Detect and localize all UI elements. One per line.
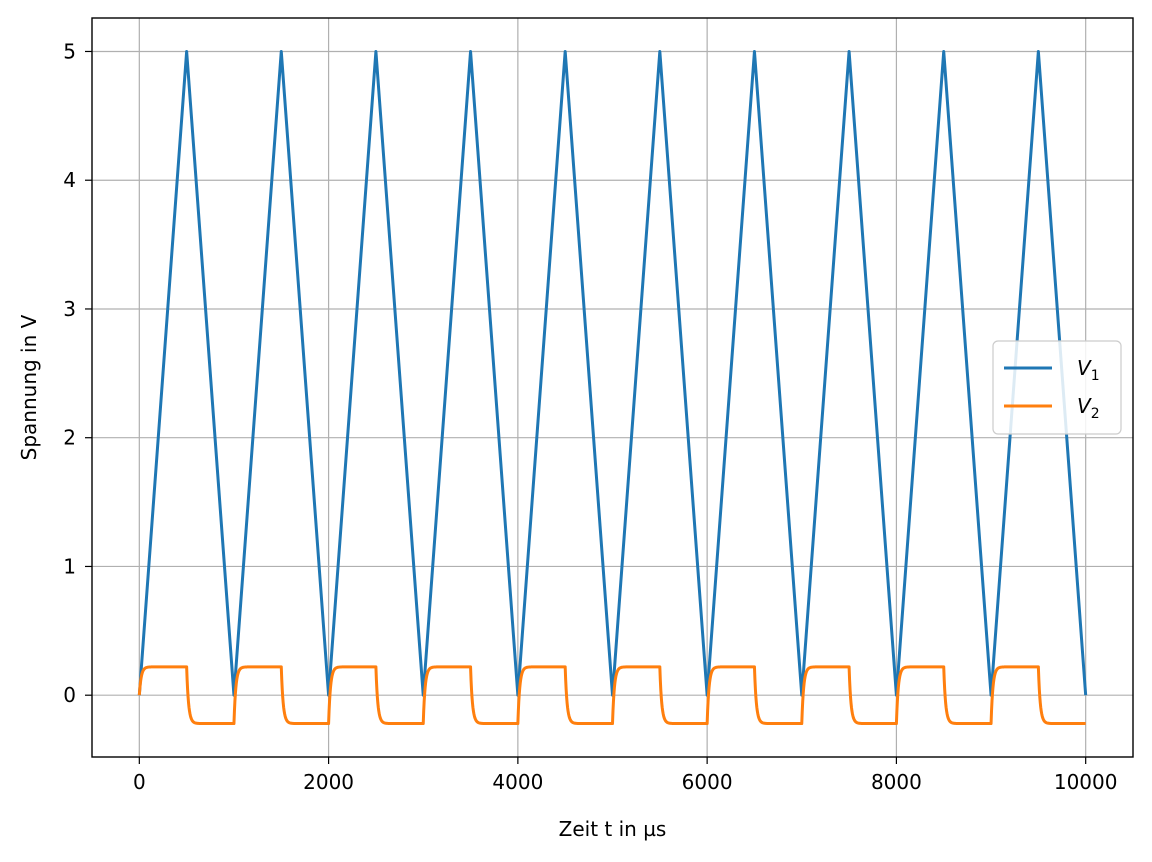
series-layer — [137, 49, 1088, 726]
x-tick-label: 0 — [133, 770, 146, 794]
y-tick-label: 2 — [63, 426, 76, 450]
x-tick-label: 4000 — [492, 770, 543, 794]
plot-frame — [91, 17, 1134, 758]
series-v2-line — [137, 665, 1087, 726]
legend-label: V1 — [1077, 356, 1100, 384]
ticks: 0 2000 4000 6000 8000 10000 0 1 2 3 4 5 — [63, 39, 1117, 794]
y-tick-label: 0 — [63, 683, 76, 707]
y-tick-label: 1 — [63, 554, 76, 578]
x-tick-label: 2000 — [303, 770, 354, 794]
x-tick-label: 6000 — [682, 770, 733, 794]
y-axis-label: Spannung in V — [17, 314, 41, 460]
x-tick-label: 10000 — [1054, 770, 1118, 794]
y-tick-label: 5 — [63, 39, 76, 63]
y-tick-label: 4 — [63, 168, 76, 192]
x-tick-label: 8000 — [871, 770, 922, 794]
x-axis-label: Zeit t in µs — [559, 817, 667, 841]
legend-label: V2 — [1077, 394, 1100, 422]
y-tick-label: 3 — [63, 297, 76, 321]
legend-box — [992, 340, 1122, 435]
